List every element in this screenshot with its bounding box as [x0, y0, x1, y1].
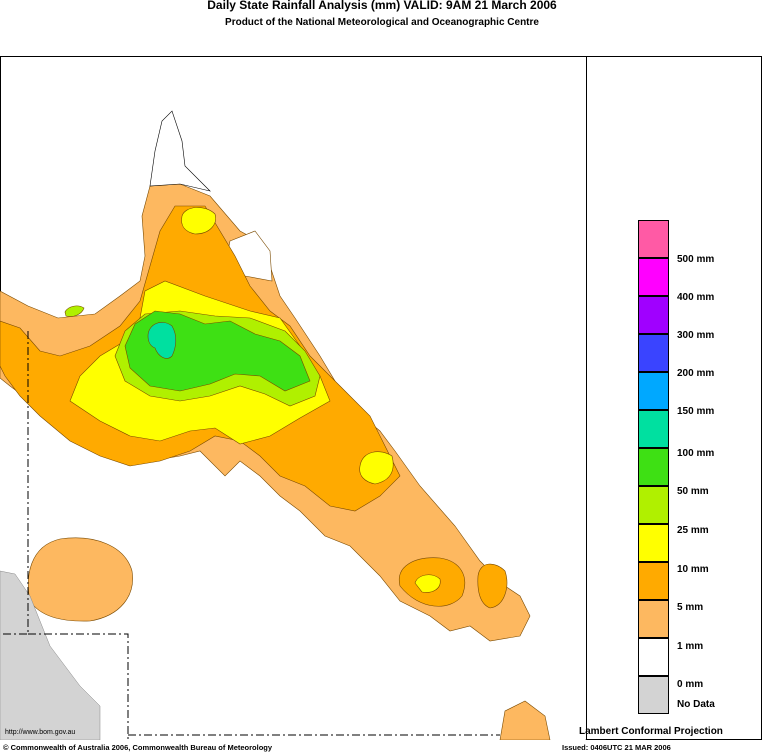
legend-swatch-500mm	[638, 220, 669, 258]
rainfall-zone-100mm	[147, 322, 177, 359]
legend-label-300mm: 300 mm	[677, 330, 715, 341]
cape-york-tip	[149, 110, 211, 192]
legend-swatch-5mm	[638, 562, 669, 600]
legend-swatch-100mm	[638, 410, 669, 448]
legend-swatch-50mm	[638, 448, 669, 486]
rainfall-zone-10mm-ne	[181, 207, 216, 235]
legend-label-400mm: 400 mm	[677, 292, 715, 303]
projection-label: Lambert Conformal Projection	[579, 726, 723, 737]
legend-label-100mm: 100 mm	[677, 448, 715, 459]
map-subtitle: Product of the National Meteorological a…	[225, 17, 539, 28]
legend-label-no-data: No Data	[677, 699, 715, 710]
legend-label-0mm: 0 mm	[677, 679, 704, 690]
legend-swatch-400mm	[638, 258, 669, 296]
map-title: Daily State Rainfall Analysis (mm) VALID…	[207, 0, 557, 12]
island	[64, 305, 85, 317]
legend-swatch-300mm	[638, 296, 669, 334]
legend-label-5mm: 5 mm	[677, 602, 704, 613]
issued-timestamp: Issued: 0406UTC 21 MAR 2006	[562, 743, 671, 752]
legend-swatch-0mm	[638, 638, 669, 676]
rainfall-zone-5mm-coast	[477, 563, 508, 609]
rainfall-zone-10mm-south	[414, 574, 441, 593]
legend-label-25mm: 25 mm	[677, 525, 709, 536]
legend-swatch-no-data	[638, 676, 669, 714]
legend-label-200mm: 200 mm	[677, 368, 715, 379]
rainfall-zone-1mm-west	[28, 537, 133, 622]
legend-label-1mm: 1 mm	[677, 641, 704, 652]
legend-label-50mm: 50 mm	[677, 486, 709, 497]
legend-swatch-200mm	[638, 334, 669, 372]
legend-label-150mm: 150 mm	[677, 406, 715, 417]
legend-swatch-25mm	[638, 486, 669, 524]
state-border	[0, 331, 500, 740]
legend-swatch-150mm	[638, 372, 669, 410]
legend-swatch-10mm	[638, 524, 669, 562]
bom-url: http://www.bom.gov.au	[5, 729, 76, 736]
legend-label-500mm: 500 mm	[677, 254, 715, 265]
rainfall-zone-1mm-se	[499, 700, 551, 740]
no-data-zone	[0, 570, 101, 740]
rainfall-map	[0, 110, 586, 740]
legend-label-10mm: 10 mm	[677, 564, 709, 575]
rainfall-zone-10mm-spot	[359, 451, 394, 485]
map-legend-divider	[586, 56, 587, 740]
legend-swatch-1mm	[638, 600, 669, 638]
copyright-notice: © Commonwealth of Australia 2006, Common…	[3, 743, 273, 752]
